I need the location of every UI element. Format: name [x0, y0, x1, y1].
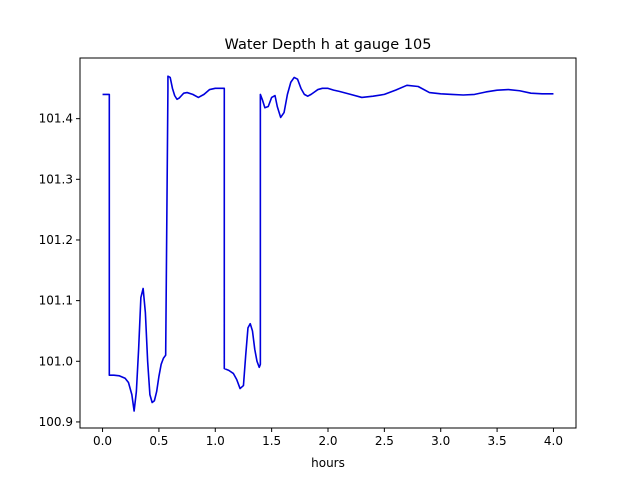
- x-tick-label: 4.0: [544, 434, 563, 448]
- y-tick-label: 101.4: [39, 112, 73, 126]
- y-tick-label: 101.0: [39, 354, 73, 368]
- series-line-0: [102, 75, 554, 412]
- x-axis: 0.0 0.5 1.0 1.5 2.0 2.5 3.0 3.5 4.0: [93, 428, 563, 448]
- y-tick-label: 101.2: [39, 233, 73, 247]
- x-tick-label: 2.0: [318, 434, 337, 448]
- y-tick-label: 100.9: [39, 415, 73, 429]
- x-axis-label: hours: [311, 456, 345, 470]
- x-tick-label: 1.0: [206, 434, 225, 448]
- x-tick-label: 0.0: [93, 434, 112, 448]
- y-tick-label: 101.3: [39, 172, 73, 186]
- x-tick-label: 2.5: [375, 434, 394, 448]
- x-tick-label: 3.5: [488, 434, 507, 448]
- y-tick-label: 101.1: [39, 294, 73, 308]
- y-axis: 100.9 101.0 101.1 101.2 101.3 101.4: [39, 112, 80, 429]
- chart-title: Water Depth h at gauge 105: [225, 37, 432, 53]
- x-tick-label: 0.5: [149, 434, 168, 448]
- x-tick-label: 3.0: [431, 434, 450, 448]
- x-tick-label: 1.5: [262, 434, 281, 448]
